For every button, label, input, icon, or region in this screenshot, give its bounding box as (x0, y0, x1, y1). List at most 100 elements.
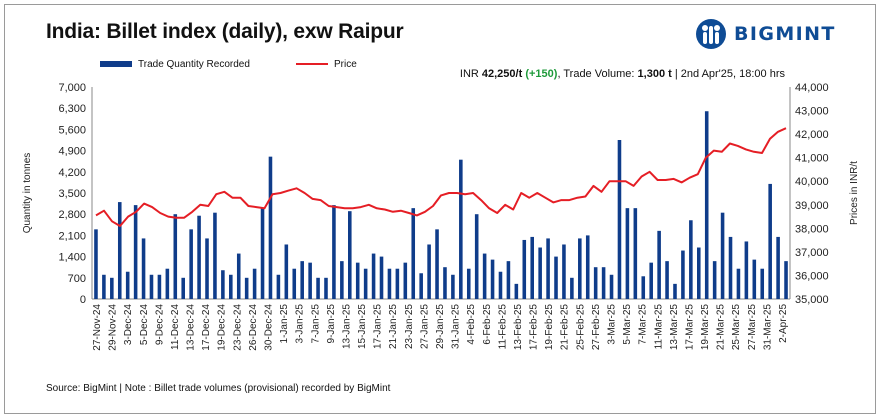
quantity-bar (419, 273, 423, 299)
quantity-bar (316, 277, 320, 299)
quantity-bar (340, 261, 344, 299)
quantity-bar (149, 274, 154, 299)
quantity-bar (157, 274, 162, 299)
x-tick-label: 29-Nov-24 (108, 304, 119, 351)
legend-line-label: Price (334, 59, 357, 70)
brand-logo: BIGMINT (694, 14, 836, 54)
y-tick-label: 4,200 (58, 167, 86, 179)
quantity-bar (546, 238, 550, 299)
x-tick-label: 17-Mar-25 (685, 304, 696, 351)
quantity-bar (704, 111, 709, 299)
quantity-bar (689, 220, 693, 299)
quantity-bar (736, 268, 741, 299)
x-tick-label: 5-Mar-25 (622, 304, 633, 345)
quantity-bar (514, 283, 519, 299)
quantity-bar (252, 268, 257, 299)
quantity-bar (776, 236, 780, 299)
quantity-bar (141, 238, 146, 299)
quantity-bar (443, 267, 447, 299)
quantity-bar (308, 262, 312, 299)
info-prefix: INR (459, 68, 482, 80)
x-tick-label: 11-Feb-25 (497, 304, 508, 350)
x-tick-label: 19-Feb-25 (544, 304, 555, 351)
quantity-bar (712, 261, 717, 299)
y-tick-label: 1,400 (58, 252, 86, 264)
quantity-bar (673, 283, 677, 299)
quantity-bar (181, 277, 186, 299)
y-tick-label: 4,900 (58, 146, 86, 158)
x-tick-label: 30-Dec-24 (264, 304, 275, 351)
y2-tick-label: 43,000 (795, 106, 829, 118)
quantity-bar (760, 268, 765, 299)
quantity-bar (530, 236, 535, 299)
x-tick-label: 27-Jan-25 (419, 304, 430, 349)
quantity-bar (768, 183, 772, 299)
info-volume-label: , Trade Volume: (557, 68, 638, 80)
x-tick-label: 23-Dec-24 (232, 304, 243, 351)
quantity-bar (657, 230, 661, 299)
quantity-bar (649, 262, 653, 299)
quantity-bar (268, 156, 273, 299)
quantity-bar (347, 211, 352, 299)
quantity-bar (197, 215, 201, 299)
y-tick-label: 6,300 (58, 103, 86, 115)
y2-tick-label: 35,000 (795, 294, 829, 306)
quantity-bar (300, 261, 304, 299)
quantity-bar (403, 262, 408, 299)
y2-tick-label: 40,000 (795, 176, 829, 188)
legend-bar-label: Trade Quantity Recorded (138, 59, 250, 70)
quantity-bar (617, 140, 622, 299)
x-tick-label: 3-Jan-25 (295, 304, 306, 344)
x-tick-label: 25-Feb-25 (575, 304, 586, 351)
quantity-bar (578, 238, 582, 299)
quantity-bar (379, 256, 384, 299)
bigmint-logo-icon (696, 19, 726, 49)
x-tick-label: 7-Mar-25 (638, 304, 649, 345)
x-tick-label: 27-Nov-24 (92, 304, 103, 351)
quantity-bar (633, 208, 638, 299)
quantity-bar (720, 212, 725, 299)
quantity-bar (498, 271, 503, 299)
y2-axis-title: Prices in INR/t (849, 161, 860, 225)
quantity-bar (522, 239, 527, 299)
quantity-bar (451, 274, 455, 299)
quantity-bar (427, 244, 431, 299)
x-tick-label: 17-Feb-25 (529, 304, 540, 351)
x-tick-label: 15-Jan-25 (357, 304, 368, 349)
x-tick-label: 23-Jan-25 (404, 304, 415, 349)
x-tick-label: 29-Jan-25 (435, 304, 446, 349)
quantity-bar (260, 208, 265, 299)
y2-tick-label: 44,000 (795, 82, 829, 94)
x-tick-label: 11-Dec-24 (170, 304, 181, 350)
x-tick-label: 11-Mar-25 (653, 304, 664, 350)
x-tick-label: 4-Feb-25 (466, 304, 477, 345)
quantity-bar (411, 208, 416, 299)
y2-tick-label: 42,000 (795, 129, 829, 141)
quantity-bar (570, 277, 574, 299)
x-tick-label: 3-Mar-25 (607, 304, 618, 345)
quantity-bar (371, 253, 376, 299)
quantity-bar (625, 208, 630, 299)
chart-frame (4, 4, 876, 414)
info-price: 42,250/t (481, 68, 523, 80)
quantity-bar (395, 268, 400, 299)
x-tick-label: 17-Jan-25 (373, 304, 384, 349)
x-tick-label: 19-Mar-25 (700, 304, 711, 351)
brand-name: BIGMINT (734, 23, 836, 45)
quantity-bar (562, 244, 566, 299)
legend-bar-swatch (100, 61, 132, 68)
quantity-bar (332, 205, 336, 299)
y-tick-label: 2,100 (58, 230, 86, 242)
quantity-bar (387, 268, 392, 299)
x-tick-label: 21-Mar-25 (716, 304, 727, 351)
y2-tick-label: 36,000 (795, 270, 829, 282)
quantity-bar (363, 268, 368, 299)
x-tick-label: 13-Feb-25 (513, 304, 524, 351)
quantity-bar (585, 235, 590, 299)
quantity-bar (355, 262, 360, 299)
x-tick-label: 31-Mar-25 (762, 304, 773, 351)
quantity-bar (696, 247, 701, 299)
x-tick-label: 6-Feb-25 (482, 304, 493, 345)
x-tick-label: 9-Dec-24 (154, 304, 165, 346)
